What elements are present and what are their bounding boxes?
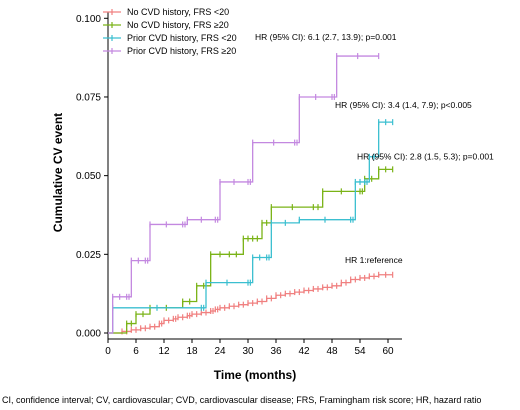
x-tick-label: 24 xyxy=(214,346,226,357)
y-axis-title: Cumulative CV event xyxy=(51,113,65,232)
x-tick-label: 0 xyxy=(105,346,111,357)
y-tick-label: 0.000 xyxy=(76,329,101,340)
x-tick-label: 42 xyxy=(298,346,310,357)
legend-label: Prior CVD history, FRS ≥20 xyxy=(127,46,236,56)
series-3 xyxy=(108,53,380,334)
series-layer xyxy=(108,53,394,335)
hr-annotation: HR (95% CI): 3.4 (1.4, 7.9); p<0.005 xyxy=(335,100,472,110)
series-line xyxy=(108,168,393,334)
y-tick-label: 0.025 xyxy=(76,250,101,261)
hr-annotation: HR 1:reference xyxy=(345,255,403,265)
legend-item: Prior CVD history, FRS ≥20 xyxy=(103,46,236,56)
legend-item: Prior CVD history, FRS <20 xyxy=(103,33,237,43)
x-tick-label: 30 xyxy=(242,346,254,357)
x-tick-label: 48 xyxy=(326,346,338,357)
series-2 xyxy=(108,119,394,334)
series-1 xyxy=(108,166,394,334)
x-axis-title: Time (months) xyxy=(214,368,296,382)
legend-label: No CVD history, FRS ≥20 xyxy=(127,20,229,30)
hr-annotation: HR (95% CI): 6.1 (2.7, 13.9); p=0.001 xyxy=(255,32,397,42)
y-tick-label: 0.075 xyxy=(76,92,101,103)
x-tick-label: 54 xyxy=(354,346,366,357)
legend-item: No CVD history, FRS ≥20 xyxy=(103,20,229,30)
legend-label: Prior CVD history, FRS <20 xyxy=(127,33,237,43)
x-tick-label: 6 xyxy=(133,346,139,357)
series-line xyxy=(108,55,379,334)
y-tick-label: 0.100 xyxy=(76,14,101,25)
series-line xyxy=(108,121,393,334)
hr-annotation: HR (95% CI): 2.8 (1.5, 5.3); p=0.001 xyxy=(357,151,494,161)
legend-label: No CVD history, FRS <20 xyxy=(127,7,229,17)
annotation-layer: HR (95% CI): 6.1 (2.7, 13.9); p=0.001 HR … xyxy=(255,32,494,265)
x-tick-label: 60 xyxy=(382,346,394,357)
series-0 xyxy=(108,271,394,335)
legend: No CVD history, FRS <20 No CVD history, F… xyxy=(103,7,237,56)
axes: 0.000 0.025 0.050 0.075 0.100 0 6 12 18 24 30 36 42 4… xyxy=(76,12,402,357)
legend-item: No CVD history, FRS <20 xyxy=(103,7,229,17)
y-tick-label: 0.050 xyxy=(76,171,101,182)
x-tick-label: 36 xyxy=(270,346,282,357)
x-tick-label: 12 xyxy=(158,346,170,357)
x-tick-label: 18 xyxy=(186,346,198,357)
footnote: CI, confidence interval; CV, cardiovascu… xyxy=(2,395,481,405)
